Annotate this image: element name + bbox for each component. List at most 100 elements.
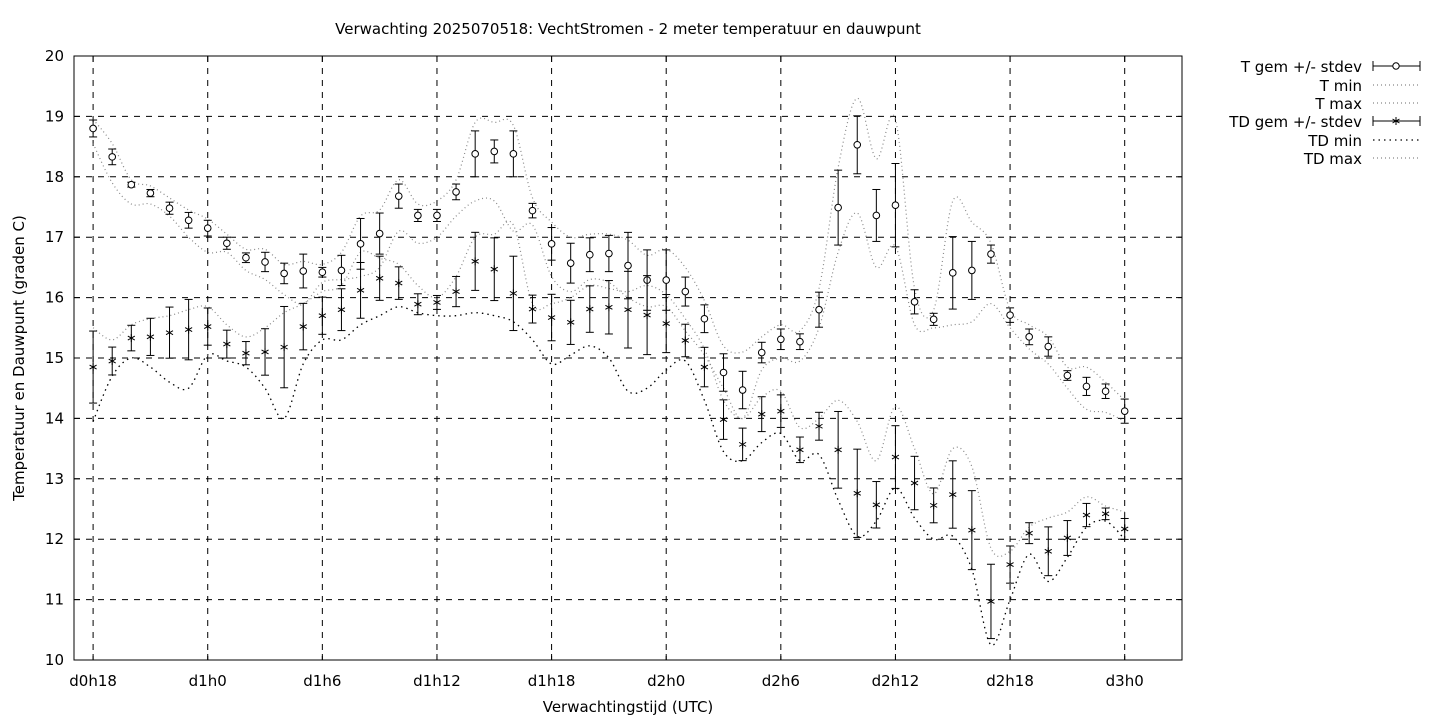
td-mean-point (1082, 511, 1091, 520)
td-mean-point (1101, 509, 1110, 518)
t-mean-point (490, 147, 499, 156)
chart-title: Verwachting 2025070518: VechtStromen - 2… (335, 20, 921, 38)
t-mean-point (1044, 342, 1053, 351)
td-mean-point (223, 340, 231, 349)
y-tick-label: 16 (45, 289, 64, 307)
t-mean-point (1025, 333, 1033, 341)
t-mean-point (375, 229, 384, 238)
x-tick-label: d2h12 (872, 672, 920, 690)
t-mean-point (948, 269, 957, 277)
t-mean-point (242, 253, 250, 262)
y-tick-label: 19 (45, 107, 64, 125)
td-mean-point (662, 319, 670, 328)
t-mean-point (337, 266, 346, 275)
t-mean-point (815, 305, 823, 314)
t-mean-point (987, 250, 995, 258)
td-mean-point (299, 322, 307, 331)
y-tick-label: 14 (45, 409, 64, 427)
legend-item-td-min: TD min (1307, 132, 1420, 150)
td-mean-point (949, 490, 957, 499)
t-mean-point (1082, 382, 1091, 391)
t-mean-point (624, 261, 632, 270)
t-mean-point (853, 140, 862, 149)
td-mean-point (815, 422, 823, 431)
x-tick-label: d2h6 (762, 672, 800, 690)
t-mean-point (1063, 371, 1072, 380)
legend-marker-star (1392, 117, 1400, 125)
t-mean-point (585, 250, 594, 259)
t-mean-point (318, 268, 327, 277)
t-mean-point (203, 224, 212, 232)
t-mean-point (452, 188, 460, 196)
t-mean-point (872, 211, 881, 220)
t-mean-point (719, 368, 728, 377)
td-mean-point (681, 336, 690, 345)
legend-item-t-mean: T gem +/- stdev (1240, 58, 1421, 76)
t-mean-point (547, 240, 556, 248)
td-mean-point (452, 287, 460, 296)
t-mean-point (299, 267, 308, 275)
t-mean-point (605, 249, 613, 258)
td-mean-point (471, 257, 479, 266)
t-mean-point (261, 258, 269, 266)
t-mean-point (1120, 407, 1129, 415)
td-mean-point (777, 407, 785, 416)
legend-label-t-mean: T gem +/- stdev (1240, 58, 1362, 76)
x-tick-label: d1h12 (413, 672, 461, 690)
grid-lines (74, 56, 1182, 660)
y-tick-label: 13 (45, 470, 64, 488)
td-mean-point (796, 445, 804, 454)
y-tick-label: 15 (45, 349, 64, 367)
t-mean-point (891, 201, 900, 209)
y-tick-label: 11 (45, 591, 64, 609)
td-mean-point (146, 332, 155, 341)
td-mean-point (757, 410, 766, 419)
td-mean-point (566, 318, 575, 327)
mean-series (89, 115, 1129, 640)
x-tick-label: d0h18 (69, 672, 117, 690)
td-mean-point (337, 305, 346, 314)
t-mean-point (108, 153, 117, 161)
td-mean-point (1006, 560, 1014, 569)
legend-marker-circle (1392, 62, 1400, 70)
t-mean-point (165, 204, 174, 213)
legend-label-td-max: TD max (1303, 150, 1362, 168)
y-axis-label: Temperatuur en Dauwpunt (graden C) (10, 215, 28, 502)
x-axis-label: Verwachtingstijd (UTC) (543, 698, 714, 716)
td-mean-point (318, 311, 327, 320)
t-mean-point (280, 269, 288, 278)
legend: T gem +/- stdev T min T max TD gem +/- s… (1228, 58, 1421, 168)
td-mean-point (872, 500, 881, 509)
legend-label-t-max: T max (1314, 95, 1362, 113)
td-mean-point (395, 279, 403, 288)
td-mean-point (108, 357, 116, 366)
td-mean-point (643, 311, 651, 320)
t-mean-point (834, 203, 842, 212)
envelope-lines (92, 97, 1126, 646)
td-mean-point (891, 453, 900, 462)
t-mean-point (757, 348, 766, 357)
t-mean-point (89, 124, 97, 133)
td-mean-point (375, 274, 384, 283)
t-mean-point (738, 386, 747, 394)
td-mean-point (719, 415, 728, 424)
y-tick-label: 20 (45, 47, 64, 65)
td-mean-point (414, 300, 422, 309)
t-mean-point (433, 211, 441, 220)
td-mean-point (853, 489, 861, 498)
y-tick-label: 18 (45, 168, 64, 186)
legend-item-t-max: T max (1314, 95, 1420, 113)
legend-item-t-min: T min (1319, 77, 1420, 95)
td-mean-point (605, 303, 613, 312)
td-mean-point (490, 265, 499, 274)
td-mean-point (528, 305, 537, 314)
t-mean-point (910, 298, 919, 306)
td-mean-point (356, 286, 365, 295)
x-tick-label: d2h0 (647, 672, 685, 690)
td-mean-point (624, 305, 632, 314)
td-mean-point (547, 313, 556, 322)
t-mean-point (184, 216, 193, 225)
t-mean-point (394, 192, 403, 200)
t-mean-point (777, 335, 785, 344)
